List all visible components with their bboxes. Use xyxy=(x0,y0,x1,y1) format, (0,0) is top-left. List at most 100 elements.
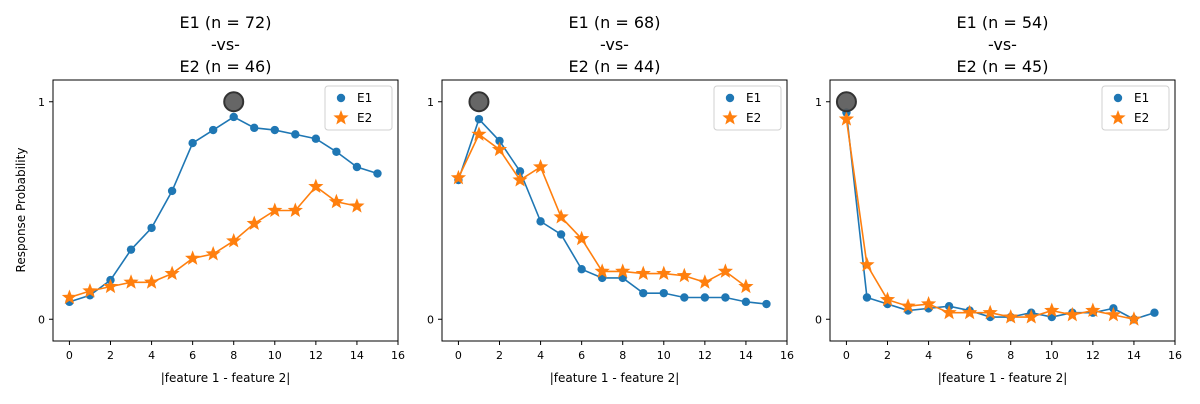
x-tick-label: 0 xyxy=(455,349,462,362)
legend-label: E2 xyxy=(746,111,761,125)
data-point xyxy=(143,274,160,289)
x-tick-label: 16 xyxy=(1168,349,1182,362)
x-tick-label: 14 xyxy=(350,349,364,362)
legend-marker xyxy=(336,93,346,103)
data-point xyxy=(328,193,344,209)
x-axis-label: |feature 1 - feature 2| xyxy=(550,371,680,385)
chart-panel-1: E1 (n = 72) -vs- E2 (n = 46) 0 2 4 6 8 10 12 14 16 0… xyxy=(38,13,405,385)
data-point xyxy=(859,256,875,272)
data-point xyxy=(205,246,221,261)
legend-marker xyxy=(725,93,735,103)
data-point xyxy=(659,288,668,298)
x-axis-label: |feature 1 - feature 2| xyxy=(938,371,1068,385)
data-point xyxy=(1064,306,1080,322)
legend-marker xyxy=(1110,110,1126,125)
data-point xyxy=(536,217,545,226)
data-point xyxy=(920,296,937,311)
data-point xyxy=(639,288,648,298)
x-tick-label: 10 xyxy=(657,349,671,362)
data-point xyxy=(349,198,365,213)
x-tick-label: 16 xyxy=(391,349,405,362)
legend-marker xyxy=(722,110,738,125)
data-point xyxy=(491,141,508,157)
legend-marker xyxy=(1113,93,1123,103)
chart-title-line: -vs- xyxy=(600,35,629,54)
data-point xyxy=(962,304,978,320)
series-e1 xyxy=(842,108,1159,324)
data-point xyxy=(680,293,689,302)
data-point xyxy=(656,265,672,281)
data-point xyxy=(332,147,341,156)
data-point xyxy=(900,298,916,313)
data-point xyxy=(553,209,569,224)
x-tick-label: 4 xyxy=(925,349,932,362)
data-point xyxy=(941,304,957,320)
data-point xyxy=(471,126,487,141)
x-tick-label: 12 xyxy=(309,349,323,362)
reference-marker xyxy=(835,91,857,113)
data-point xyxy=(577,265,586,274)
data-point xyxy=(594,263,610,278)
data-point xyxy=(676,267,692,283)
x-tick-label: 8 xyxy=(230,349,237,362)
series-line xyxy=(69,116,378,303)
chart-panel-3: E1 (n = 54) -vs- E2 (n = 45) 0 2 4 6 8 10 12 14 16 0… xyxy=(815,13,1182,385)
x-tick-label: 12 xyxy=(1086,349,1100,362)
x-tick-label: 2 xyxy=(496,349,503,362)
reference-marker xyxy=(223,91,245,113)
data-point xyxy=(532,159,549,174)
x-tick-label: 0 xyxy=(843,349,850,362)
x-tick-label: 14 xyxy=(739,349,753,362)
x-tick-label: 6 xyxy=(966,349,973,362)
chart-title-line: E2 (n = 45) xyxy=(957,57,1049,76)
data-point xyxy=(515,167,525,176)
x-tick-label: 12 xyxy=(698,349,712,362)
series-line xyxy=(845,119,1135,321)
data-point xyxy=(167,186,177,196)
series-e1 xyxy=(65,112,382,307)
data-point xyxy=(164,265,180,281)
axes-frame xyxy=(52,79,399,342)
data-point xyxy=(741,297,751,307)
data-point xyxy=(185,250,201,265)
data-point xyxy=(208,125,218,135)
legend-label: E2 xyxy=(1134,111,1149,125)
data-point xyxy=(495,136,504,146)
y-tick-label: 0 xyxy=(815,313,822,326)
data-point xyxy=(862,293,872,302)
reference-marker xyxy=(468,91,490,113)
data-point xyxy=(102,278,119,294)
data-point xyxy=(1044,302,1060,318)
data-point xyxy=(1105,306,1121,322)
data-point xyxy=(474,114,484,124)
legend-label: E1 xyxy=(746,91,761,105)
data-point xyxy=(123,274,139,289)
axes-frame xyxy=(441,79,788,342)
legend-marker xyxy=(333,110,349,125)
data-point xyxy=(308,178,324,194)
x-tick-label: 2 xyxy=(107,349,114,362)
data-point xyxy=(1150,308,1159,317)
data-point xyxy=(287,202,303,217)
data-point xyxy=(229,112,238,122)
data-point xyxy=(373,169,382,178)
x-tick-label: 8 xyxy=(619,349,626,362)
chart-title-line: E1 (n = 72) xyxy=(180,13,272,32)
data-point xyxy=(838,111,855,126)
data-point xyxy=(762,299,771,309)
data-point xyxy=(270,125,279,135)
x-tick-label: 4 xyxy=(537,349,544,362)
chart-title-line: -vs- xyxy=(211,35,240,54)
data-point xyxy=(226,232,242,248)
data-point xyxy=(574,230,590,246)
x-tick-label: 6 xyxy=(189,349,196,362)
data-point xyxy=(61,289,78,304)
x-tick-label: 16 xyxy=(780,349,794,362)
chart-title-line: -vs- xyxy=(988,35,1017,54)
series-e1 xyxy=(454,114,771,309)
series-e2 xyxy=(61,178,365,304)
legend-label: E1 xyxy=(357,91,372,105)
